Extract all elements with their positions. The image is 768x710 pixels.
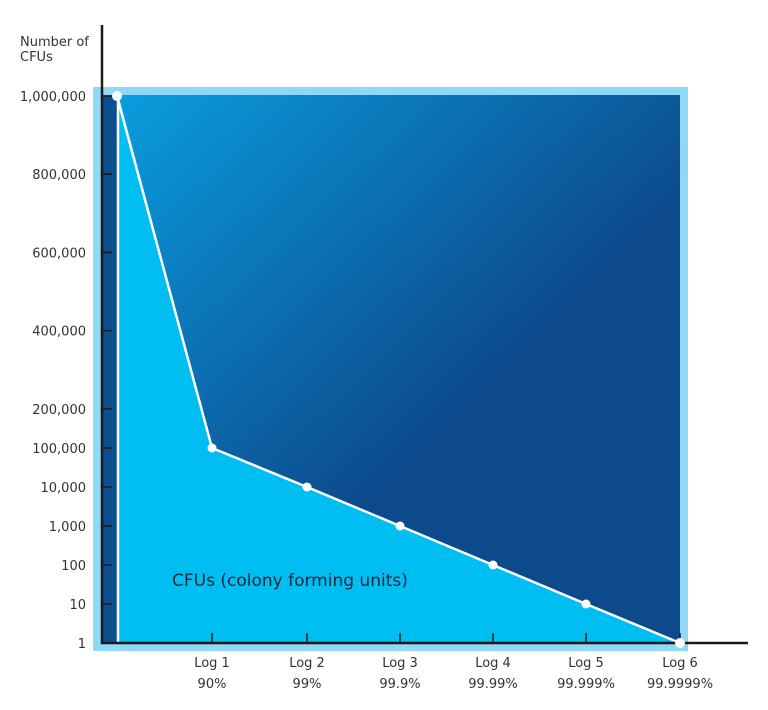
y-tick-label: 1	[78, 637, 86, 652]
data-point	[302, 482, 312, 492]
x-tick-label: Log 3	[382, 656, 418, 671]
y-tick-label: 200,000	[32, 403, 86, 418]
data-point	[112, 91, 122, 101]
y-tick-label: 100	[61, 559, 86, 574]
x-tick-label: Log 1	[194, 656, 230, 671]
x-tick-label: Log 5	[568, 656, 604, 671]
x-tick-percent: 99%	[293, 677, 322, 692]
y-tick-label: 400,000	[32, 325, 86, 340]
y-tick-label: 1,000	[49, 520, 86, 535]
data-point	[488, 560, 498, 570]
y-tick-label: 10,000	[41, 481, 87, 496]
y-tick-label: 800,000	[32, 168, 86, 183]
data-point	[395, 521, 405, 531]
y-tick-label: 10	[69, 598, 86, 613]
x-tick-percent: 99.999%	[557, 677, 615, 692]
x-tick-label: Log 6	[662, 656, 698, 671]
x-tick-percent: 99.9%	[379, 677, 420, 692]
data-point	[675, 638, 685, 648]
y-axis-label: Number of CFUs	[20, 35, 89, 65]
data-point	[207, 443, 217, 453]
x-tick-percent: 90%	[198, 677, 227, 692]
x-tick-percent: 99.9999%	[647, 677, 713, 692]
x-tick-label: Log 2	[289, 656, 325, 671]
x-tick-percent: 99.99%	[468, 677, 518, 692]
series-annotation: CFUs (colony forming units)	[172, 571, 408, 591]
y-tick-label: 100,000	[32, 442, 86, 457]
y-tick-label: 600,000	[32, 246, 86, 261]
y-tick-label: 1,000,000	[20, 90, 86, 105]
x-tick-label: Log 4	[475, 656, 511, 671]
left-strip	[102, 96, 118, 643]
series-area	[119, 96, 680, 643]
data-point	[581, 599, 591, 609]
